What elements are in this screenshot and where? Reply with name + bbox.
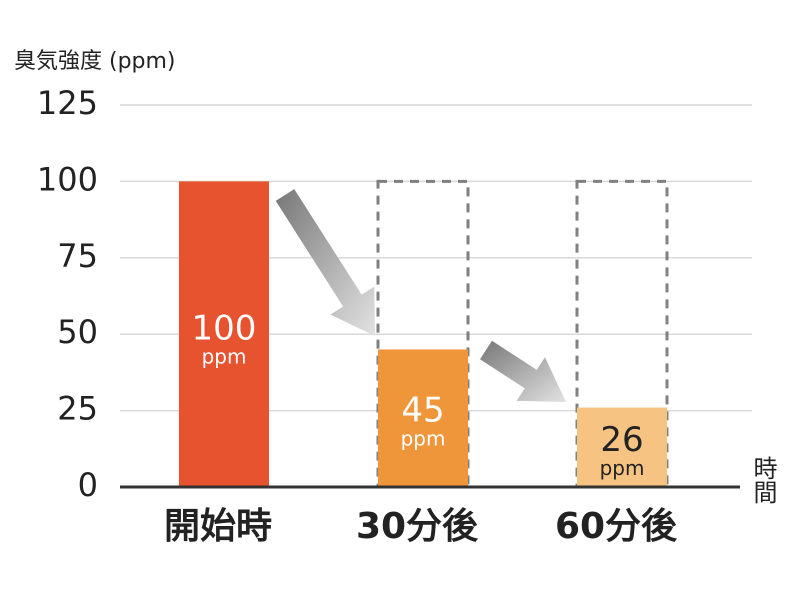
x-tick-label: 開始時	[164, 506, 272, 547]
y-tick-label: 50	[57, 313, 98, 351]
data-label: 45	[401, 391, 444, 431]
x-axis-label: 時間	[749, 456, 777, 504]
y-tick-label: 0	[78, 466, 98, 504]
bar	[179, 181, 269, 487]
y-tick-label: 25	[57, 390, 98, 428]
data-label: 26	[600, 420, 643, 460]
bar	[378, 349, 468, 487]
bar	[577, 407, 667, 487]
y-tick-label: 125	[37, 84, 98, 122]
data-label-unit: ppm	[401, 427, 446, 451]
y-axis-label: 臭気強度 (ppm)	[14, 49, 176, 74]
x-tick-label: 60分後	[555, 506, 678, 547]
trend-arrow	[480, 340, 566, 402]
trend-arrow	[275, 189, 375, 336]
y-tick-label: 75	[57, 237, 98, 275]
data-label-unit: ppm	[600, 456, 645, 480]
y-tick-label: 100	[37, 160, 98, 198]
data-label-unit: ppm	[202, 345, 247, 369]
x-tick-label: 30分後	[356, 506, 479, 547]
data-label: 100	[192, 309, 257, 349]
